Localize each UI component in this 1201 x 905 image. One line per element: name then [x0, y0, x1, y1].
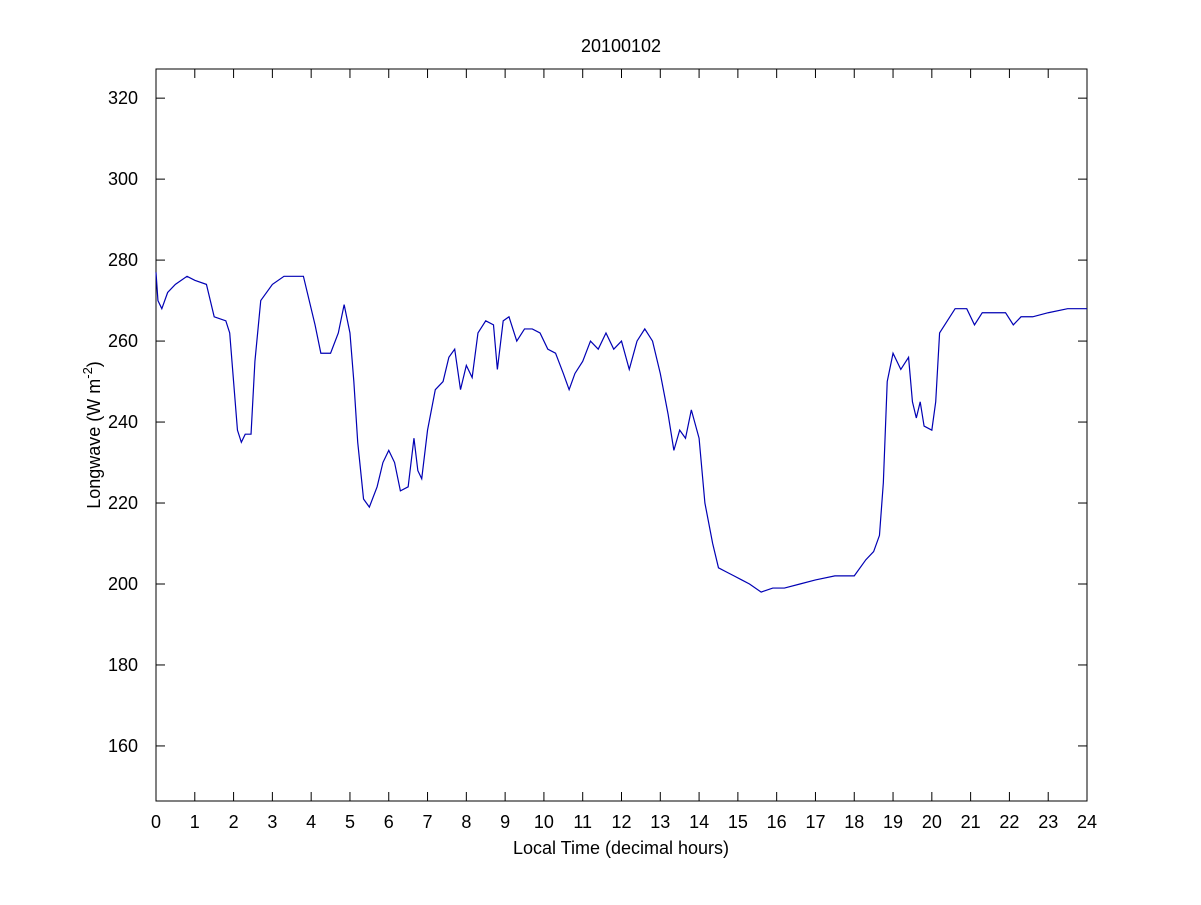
chart-title: 20100102 [581, 36, 661, 56]
data-line [155, 272, 1087, 593]
y-tick-label: 320 [108, 88, 138, 108]
y-tick-label: 280 [108, 250, 138, 270]
plot-area [155, 68, 1088, 802]
x-tick-label: 17 [805, 812, 825, 832]
y-label-text: Longwave (W m [84, 379, 104, 509]
y-label-superscript: -2 [80, 367, 95, 379]
x-tick-label: 20 [922, 812, 942, 832]
x-tick-label: 4 [306, 812, 316, 832]
x-tick-label: 13 [650, 812, 670, 832]
x-tick-label: 22 [999, 812, 1019, 832]
x-tick-label: 0 [151, 812, 161, 832]
x-tick-label: 23 [1038, 812, 1058, 832]
x-tick-label: 5 [345, 812, 355, 832]
x-tick-label: 2 [229, 812, 239, 832]
x-tick-label: 6 [384, 812, 394, 832]
x-tick-label: 8 [461, 812, 471, 832]
y-axis-label: Longwave (W m-2) [80, 361, 104, 509]
x-tick-label: 15 [728, 812, 748, 832]
y-tick-label: 240 [108, 412, 138, 432]
x-tick-label: 16 [767, 812, 787, 832]
y-tick-label: 200 [108, 574, 138, 594]
x-tick-label: 24 [1077, 812, 1097, 832]
x-tick-label: 1 [190, 812, 200, 832]
x-tick-label: 18 [844, 812, 864, 832]
x-tick-label: 3 [267, 812, 277, 832]
y-tick-label: 260 [108, 331, 138, 351]
x-tick-label: 14 [689, 812, 709, 832]
x-tick-label: 9 [500, 812, 510, 832]
x-axis-label: Local Time (decimal hours) [513, 838, 729, 858]
y-tick-label: 300 [108, 169, 138, 189]
x-tick-label: 21 [961, 812, 981, 832]
x-tick-label: 10 [534, 812, 554, 832]
x-tick-label: 12 [611, 812, 631, 832]
y-tick-label: 180 [108, 655, 138, 675]
x-tick-label: 7 [423, 812, 433, 832]
y-tick-label: 220 [108, 493, 138, 513]
x-tick-label: 11 [573, 812, 592, 832]
x-tick-label: 19 [883, 812, 903, 832]
y-tick-label: 160 [108, 736, 138, 756]
y-label-text: ) [84, 361, 104, 367]
